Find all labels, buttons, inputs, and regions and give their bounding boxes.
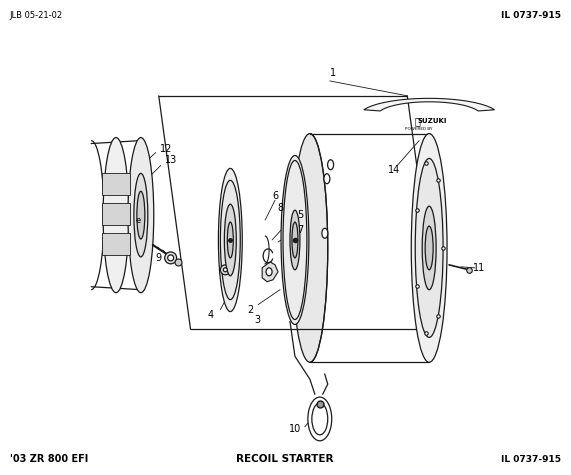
Text: JLB 05-21-02: JLB 05-21-02 bbox=[10, 11, 63, 20]
Ellipse shape bbox=[415, 159, 443, 337]
Text: SUZUKI: SUZUKI bbox=[417, 118, 447, 124]
Ellipse shape bbox=[308, 397, 332, 441]
Ellipse shape bbox=[312, 403, 328, 435]
Ellipse shape bbox=[224, 204, 236, 276]
Ellipse shape bbox=[322, 228, 328, 238]
Ellipse shape bbox=[328, 160, 333, 170]
Text: POWERED BY: POWERED BY bbox=[405, 127, 433, 131]
Text: RECOIL STARTER: RECOIL STARTER bbox=[236, 454, 334, 464]
Ellipse shape bbox=[128, 138, 154, 293]
Bar bbox=[102, 203, 130, 225]
Text: 13: 13 bbox=[164, 155, 177, 165]
Text: 7: 7 bbox=[297, 225, 303, 235]
Bar bbox=[102, 233, 130, 255]
Ellipse shape bbox=[324, 174, 330, 184]
Ellipse shape bbox=[292, 222, 298, 258]
Text: 8: 8 bbox=[277, 203, 283, 213]
Ellipse shape bbox=[422, 206, 436, 290]
Text: 9: 9 bbox=[156, 253, 162, 263]
Polygon shape bbox=[262, 262, 278, 282]
Text: 1: 1 bbox=[329, 68, 336, 78]
Text: 4: 4 bbox=[207, 310, 214, 320]
Ellipse shape bbox=[137, 191, 145, 239]
Text: 6: 6 bbox=[272, 191, 278, 201]
Text: e: e bbox=[135, 216, 140, 225]
Ellipse shape bbox=[218, 169, 242, 312]
Ellipse shape bbox=[168, 255, 174, 261]
Ellipse shape bbox=[134, 173, 148, 257]
Polygon shape bbox=[364, 98, 494, 111]
Text: 14: 14 bbox=[388, 165, 400, 175]
Text: 5: 5 bbox=[297, 210, 303, 220]
Ellipse shape bbox=[411, 133, 447, 362]
Ellipse shape bbox=[281, 155, 309, 324]
Ellipse shape bbox=[227, 222, 234, 258]
Ellipse shape bbox=[103, 138, 129, 293]
Ellipse shape bbox=[283, 161, 307, 320]
Text: 3: 3 bbox=[254, 314, 260, 324]
Ellipse shape bbox=[266, 268, 272, 276]
Text: '03 ZR 800 EFI: '03 ZR 800 EFI bbox=[10, 454, 88, 464]
Ellipse shape bbox=[220, 265, 230, 275]
Text: IL 0737-915: IL 0737-915 bbox=[501, 455, 561, 464]
Text: Ⓢ: Ⓢ bbox=[415, 116, 420, 126]
Ellipse shape bbox=[290, 210, 300, 270]
Ellipse shape bbox=[292, 133, 328, 362]
Text: 10: 10 bbox=[289, 424, 301, 434]
Ellipse shape bbox=[223, 268, 227, 272]
Ellipse shape bbox=[220, 180, 240, 300]
Text: 11: 11 bbox=[473, 263, 485, 273]
Ellipse shape bbox=[164, 252, 176, 264]
Text: IL 0737-915: IL 0737-915 bbox=[501, 11, 561, 20]
Text: 12: 12 bbox=[159, 143, 172, 153]
Text: 2: 2 bbox=[247, 304, 254, 314]
Ellipse shape bbox=[425, 226, 433, 270]
Bar bbox=[102, 173, 130, 195]
